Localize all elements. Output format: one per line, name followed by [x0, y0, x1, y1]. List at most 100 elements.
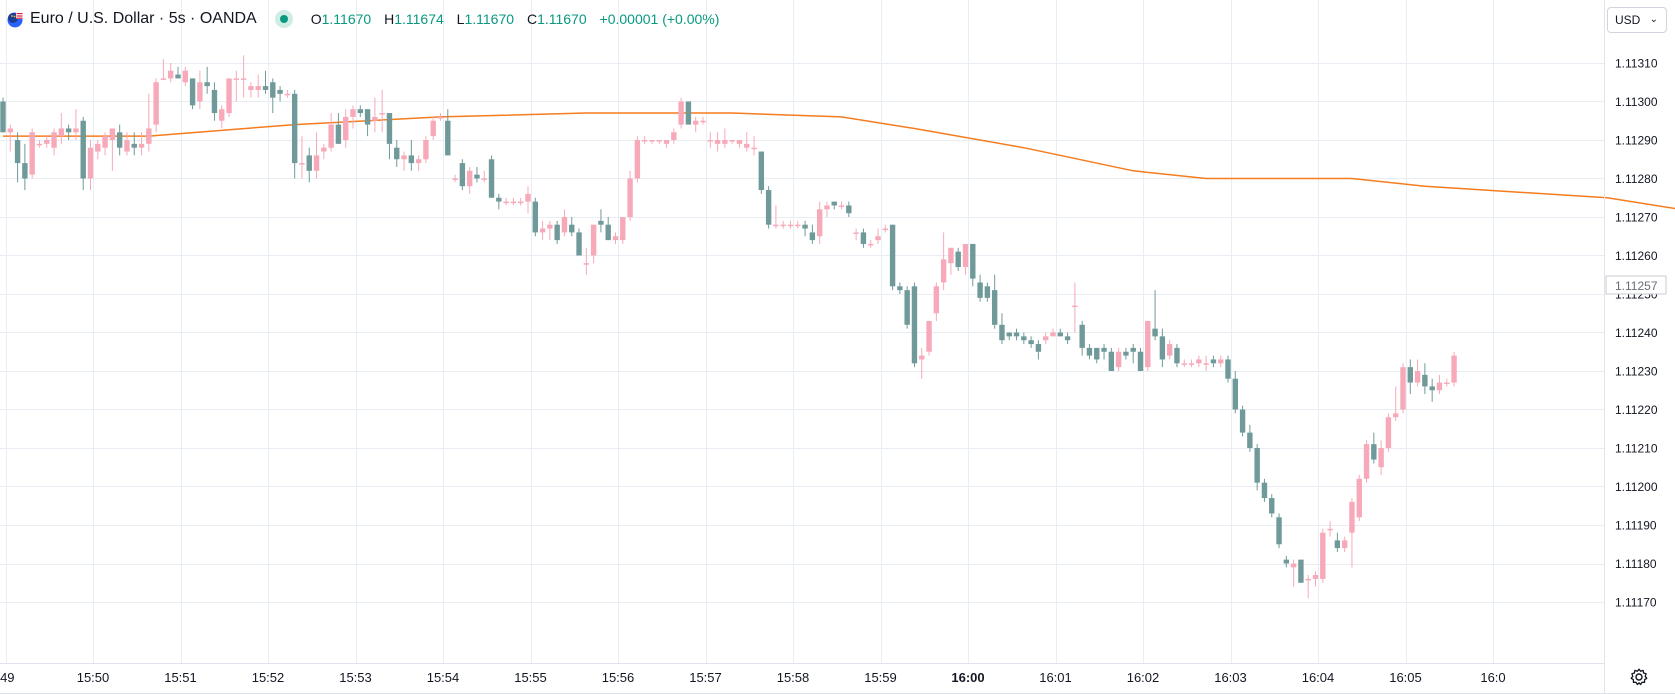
- candle: [809, 224, 816, 244]
- candle: [364, 109, 371, 137]
- candle: [175, 66, 181, 79]
- candle-body: [744, 143, 750, 148]
- time-tick-label: 15:57: [689, 670, 722, 685]
- candle: [0, 97, 6, 133]
- candle-body: [729, 140, 735, 142]
- candle-body: [678, 101, 684, 125]
- candle-body: [1290, 563, 1297, 568]
- high-label: H: [384, 11, 395, 27]
- candle-body: [1283, 559, 1290, 564]
- candle: [255, 74, 261, 98]
- candle: [496, 193, 502, 210]
- time-tick-label: 15:56: [602, 670, 635, 685]
- time-tick-label: 15:52: [252, 670, 285, 685]
- candle-body: [430, 120, 436, 137]
- candle: [1363, 440, 1370, 483]
- candle: [773, 205, 779, 229]
- candle: [204, 66, 210, 94]
- symbol-title[interactable]: Euro / U.S. Dollar · 5s · OANDA: [30, 10, 257, 27]
- candle: [649, 140, 655, 144]
- market-open-dot-icon[interactable]: [274, 10, 293, 28]
- candle: [226, 78, 232, 117]
- candle-body: [773, 224, 779, 227]
- candle: [1451, 351, 1457, 387]
- candle-body: [627, 178, 633, 217]
- candle-body: [95, 143, 101, 152]
- candle: [999, 313, 1005, 345]
- candle: [1072, 282, 1078, 333]
- candle: [919, 347, 925, 379]
- candle: [1232, 371, 1238, 414]
- candle-body: [663, 140, 670, 144]
- candle-body: [722, 140, 728, 144]
- candle: [1123, 347, 1129, 360]
- gear-icon[interactable]: [1628, 666, 1650, 688]
- moving-average-polyline: [3, 112, 1675, 210]
- candle: [700, 116, 706, 125]
- candle-body: [175, 74, 181, 79]
- candle-body: [1225, 359, 1231, 379]
- candle: [816, 201, 823, 244]
- candle: [1261, 478, 1268, 502]
- candle-body: [1196, 359, 1202, 364]
- symbol-legend[interactable]: Euro / U.S. Dollar · 5s · OANDA O1.11670…: [6, 7, 719, 31]
- candle-body: [233, 78, 240, 80]
- time-scale[interactable]: :49 15:50 15:51 15:52 15:53 15:54 15:55 15:56 15…: [0, 670, 1506, 685]
- candle-body: [1444, 382, 1450, 385]
- candle-body: [277, 89, 283, 94]
- candle: [853, 228, 859, 241]
- candle-body: [1035, 344, 1042, 352]
- candle-body: [466, 170, 473, 187]
- candle-body: [394, 147, 400, 160]
- candle: [1028, 336, 1034, 348]
- candle: [1188, 359, 1195, 368]
- candle: [95, 140, 101, 160]
- candle: [1108, 347, 1115, 371]
- candle: [1341, 536, 1348, 552]
- candle-body: [1232, 378, 1238, 410]
- candle: [948, 247, 954, 275]
- candle: [291, 89, 298, 179]
- candle-body: [656, 140, 662, 142]
- candle: [1414, 359, 1421, 387]
- change-value: +0.00001 (+0.00%): [599, 11, 720, 27]
- candle-body: [1269, 498, 1275, 514]
- candle-body: [73, 128, 79, 133]
- candle: [466, 166, 473, 194]
- candle: [437, 113, 444, 121]
- candle: [940, 232, 947, 291]
- candle-body: [641, 140, 648, 142]
- candle: [445, 109, 451, 156]
- candle-body: [284, 93, 291, 96]
- candle-body: [270, 82, 276, 98]
- candle: [1239, 405, 1246, 437]
- candle-body: [590, 224, 597, 256]
- currency-button[interactable]: USD ⌄: [1607, 7, 1667, 33]
- candle: [343, 109, 349, 148]
- candle-body: [561, 217, 568, 233]
- candle-body: [87, 147, 94, 179]
- candle-body: [1451, 355, 1457, 383]
- candle-body: [860, 232, 867, 244]
- time-tick-label: 15:51: [164, 670, 197, 685]
- candle: [306, 147, 312, 183]
- candle-body: [189, 78, 196, 106]
- candle-body: [1021, 336, 1027, 341]
- candle-body: [693, 120, 699, 125]
- currency-label: USD: [1615, 13, 1641, 27]
- candle-body: [219, 109, 225, 121]
- candle: [1086, 344, 1093, 360]
- candle-body: [1312, 575, 1319, 579]
- candle-body: [510, 201, 517, 204]
- price-scale[interactable]: 1.11310 1.11300 1.11290 1.11280 1.11270 1.112…: [1615, 57, 1658, 610]
- candle: [554, 220, 560, 244]
- candle: [693, 116, 699, 133]
- candle-body: [306, 155, 312, 171]
- candle: [7, 124, 13, 152]
- candle: [547, 220, 553, 241]
- candle: [1378, 440, 1384, 475]
- candle: [1327, 521, 1333, 537]
- candle: [299, 136, 305, 179]
- candle-body: [984, 286, 991, 298]
